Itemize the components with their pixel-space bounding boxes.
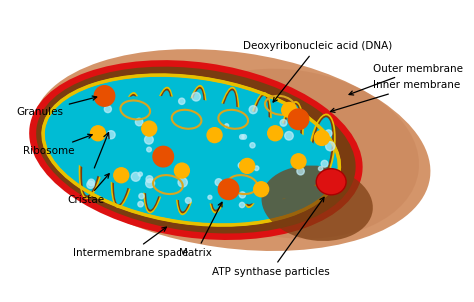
Ellipse shape: [211, 90, 237, 210]
Circle shape: [94, 86, 115, 106]
Circle shape: [326, 142, 335, 151]
Ellipse shape: [243, 94, 270, 206]
Ellipse shape: [208, 87, 239, 214]
Ellipse shape: [177, 87, 205, 214]
Circle shape: [146, 179, 155, 188]
Circle shape: [319, 166, 323, 171]
Ellipse shape: [110, 92, 141, 208]
Ellipse shape: [57, 96, 325, 204]
Text: ATP synthase particles: ATP synthase particles: [212, 197, 329, 277]
Ellipse shape: [114, 96, 138, 204]
Circle shape: [87, 181, 94, 188]
Ellipse shape: [175, 85, 207, 215]
Circle shape: [285, 131, 293, 140]
Circle shape: [185, 198, 191, 204]
Circle shape: [179, 98, 185, 104]
Circle shape: [136, 118, 143, 126]
Circle shape: [104, 105, 111, 113]
Circle shape: [107, 131, 115, 139]
Circle shape: [174, 163, 190, 178]
Circle shape: [297, 168, 304, 175]
Text: Ribosome: Ribosome: [23, 134, 92, 156]
Ellipse shape: [145, 88, 173, 212]
Ellipse shape: [43, 75, 339, 225]
Ellipse shape: [146, 90, 171, 210]
Ellipse shape: [262, 165, 373, 241]
Circle shape: [240, 159, 255, 173]
Circle shape: [178, 178, 187, 187]
Circle shape: [208, 195, 212, 199]
Circle shape: [146, 176, 153, 183]
Ellipse shape: [276, 103, 302, 197]
Circle shape: [239, 192, 246, 198]
Circle shape: [138, 172, 142, 176]
Ellipse shape: [32, 49, 430, 251]
Circle shape: [146, 147, 151, 152]
Circle shape: [153, 146, 173, 167]
Circle shape: [325, 130, 332, 137]
Circle shape: [268, 126, 283, 141]
Circle shape: [242, 134, 246, 139]
Circle shape: [88, 179, 95, 186]
Circle shape: [145, 135, 153, 144]
Ellipse shape: [143, 87, 174, 214]
Circle shape: [219, 179, 239, 200]
Circle shape: [288, 109, 309, 130]
Circle shape: [314, 130, 329, 145]
Circle shape: [238, 162, 244, 168]
Circle shape: [254, 182, 269, 197]
Ellipse shape: [308, 114, 336, 187]
Circle shape: [254, 166, 259, 171]
Circle shape: [215, 179, 222, 186]
Circle shape: [138, 201, 143, 207]
Circle shape: [114, 168, 129, 183]
Circle shape: [261, 186, 267, 192]
Ellipse shape: [210, 88, 238, 212]
Ellipse shape: [36, 67, 356, 233]
Circle shape: [280, 120, 287, 126]
Circle shape: [142, 121, 157, 136]
Ellipse shape: [179, 88, 204, 211]
Text: Inner membrane: Inner membrane: [330, 81, 460, 112]
Text: Deoxyribonucleic acid (DNA): Deoxyribonucleic acid (DNA): [243, 41, 392, 102]
Circle shape: [131, 172, 140, 181]
Ellipse shape: [79, 101, 108, 199]
Circle shape: [207, 128, 222, 143]
Text: Intermembrane space: Intermembrane space: [73, 227, 188, 259]
Circle shape: [282, 102, 297, 117]
Ellipse shape: [81, 103, 106, 197]
Ellipse shape: [311, 117, 332, 183]
Text: Outer membrane: Outer membrane: [349, 64, 463, 95]
Text: Matrix: Matrix: [180, 202, 222, 259]
Circle shape: [91, 126, 105, 141]
Ellipse shape: [241, 92, 272, 208]
Circle shape: [192, 92, 201, 101]
Circle shape: [225, 124, 228, 128]
Ellipse shape: [82, 105, 104, 195]
Circle shape: [239, 202, 245, 207]
Ellipse shape: [159, 69, 419, 239]
Circle shape: [139, 194, 144, 199]
Ellipse shape: [245, 96, 268, 204]
Ellipse shape: [112, 94, 139, 206]
Circle shape: [291, 154, 306, 169]
Ellipse shape: [274, 101, 304, 199]
Ellipse shape: [278, 105, 301, 195]
Text: Cristae: Cristae: [67, 174, 109, 205]
Circle shape: [250, 143, 255, 148]
Ellipse shape: [29, 60, 363, 240]
Ellipse shape: [310, 115, 334, 185]
Text: Granules: Granules: [17, 96, 97, 117]
Circle shape: [249, 106, 257, 114]
Circle shape: [240, 135, 244, 139]
Circle shape: [321, 160, 328, 167]
Ellipse shape: [316, 169, 346, 195]
